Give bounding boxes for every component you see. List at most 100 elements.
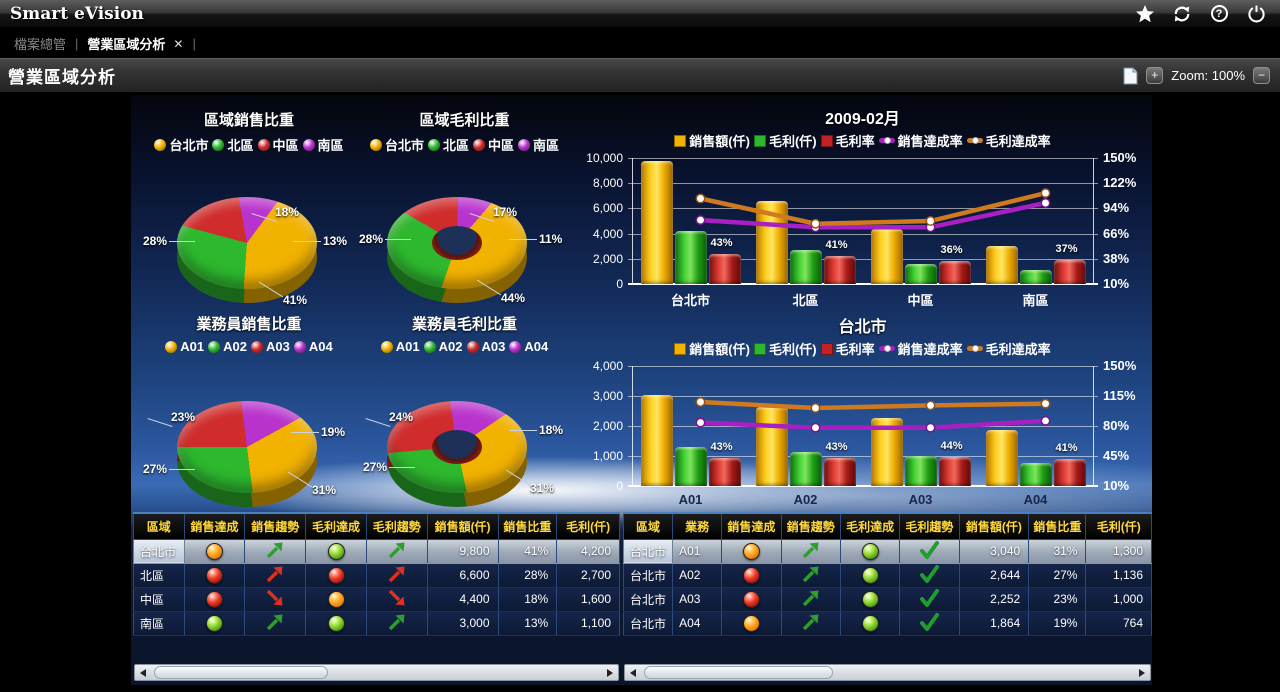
tab-file-manager[interactable]: 檔案總管 (14, 37, 67, 52)
bar-yellow[interactable] (755, 407, 788, 486)
bar-green[interactable] (1019, 463, 1052, 486)
table-row[interactable]: 台北市 A01 3,040 31% 1,300 (622, 538, 1152, 564)
bar-red[interactable] (938, 457, 971, 486)
bar-green[interactable] (674, 231, 707, 284)
table-row[interactable]: 南區 3,000 13% 1,100 (133, 611, 620, 636)
line-point[interactable] (695, 417, 706, 428)
line-point[interactable] (1040, 198, 1051, 208)
table-row[interactable]: 台北市 A03 2,252 23% 1,000 (622, 587, 1152, 612)
scroll-right-button[interactable] (602, 665, 618, 680)
bar-value-label: 43% (825, 440, 848, 453)
bar-yellow[interactable] (640, 395, 673, 486)
scrollbar-thumb[interactable] (644, 666, 833, 679)
horizontal-scrollbar[interactable] (624, 664, 1151, 681)
bar-value-label: 44% (940, 439, 963, 452)
bar-red[interactable] (708, 458, 741, 486)
bar-green[interactable] (1019, 270, 1052, 284)
column-header[interactable]: 區域 (622, 512, 674, 540)
refresh-icon[interactable] (1172, 4, 1192, 24)
right-axis-tick-label: 10% (1103, 276, 1130, 291)
favorite-star-icon[interactable] (1135, 4, 1155, 24)
check-green-icon (920, 588, 940, 607)
line-point[interactable] (1040, 415, 1051, 426)
horizontal-scrollbar[interactable] (134, 664, 619, 681)
bar-red[interactable] (1053, 459, 1086, 486)
column-header[interactable]: 銷售達成 (721, 512, 782, 540)
column-header[interactable]: 銷售額(仟) (426, 512, 499, 540)
bar-green[interactable] (904, 264, 937, 284)
plot-area: 10,000 150% 8,000 122% 6,000 94% 4,000 66% 2,000… (586, 150, 1136, 291)
column-header[interactable]: 銷售額(仟) (958, 512, 1030, 540)
line-point[interactable] (810, 218, 821, 229)
column-header[interactable]: 銷售趨勢 (780, 512, 841, 540)
status-ball-orange-icon (742, 614, 760, 632)
bar-green[interactable] (674, 447, 707, 486)
table-cell (839, 587, 901, 612)
bar-red[interactable] (823, 458, 856, 486)
bar-yellow[interactable] (985, 246, 1018, 284)
close-tab-icon[interactable]: ✕ (173, 36, 184, 51)
zoom-out-button[interactable]: − (1253, 67, 1270, 84)
legend-label: 台北市 (169, 138, 209, 153)
pie-disc[interactable] (177, 401, 317, 493)
scroll-left-button[interactable] (625, 665, 641, 680)
bar-green[interactable] (789, 452, 822, 486)
column-header[interactable]: 毛利(仟) (1085, 512, 1152, 540)
line-point[interactable] (925, 400, 936, 411)
help-icon[interactable]: ? (1209, 4, 1229, 24)
column-header[interactable]: 毛利趨勢 (899, 512, 960, 540)
table-row[interactable]: 台北市 A02 2,644 27% 1,136 (622, 563, 1152, 588)
bar-green[interactable] (789, 250, 822, 284)
table-header-row: 區域 銷售達成 銷售趨勢 毛利達成 毛利趨勢 銷售額(仟) 銷售比重 毛利(仟) (133, 512, 620, 540)
bar-red[interactable] (938, 261, 971, 284)
line-point[interactable] (695, 397, 706, 407)
line-point[interactable] (810, 422, 821, 433)
column-header[interactable]: 區域 (133, 512, 185, 540)
line-point[interactable] (925, 216, 936, 226)
legend-label: 毛利率 (835, 342, 875, 357)
column-header[interactable]: 銷售趨勢 (244, 512, 307, 540)
column-header[interactable]: 銷售比重 (1028, 512, 1087, 540)
document-icon[interactable] (1123, 67, 1138, 85)
line-point[interactable] (810, 403, 821, 413)
donut-hole (432, 226, 482, 260)
legend-label: 毛利達成率 (985, 134, 1051, 149)
right-axis-tick-label: 122% (1103, 175, 1137, 190)
power-icon[interactable] (1246, 4, 1266, 24)
line-point[interactable] (1040, 188, 1051, 199)
column-header[interactable]: 銷售達成 (183, 512, 246, 540)
column-header[interactable]: 毛利達成 (839, 512, 901, 540)
scroll-right-button[interactable] (1134, 665, 1150, 680)
region-summary-table: 區域 銷售達成 銷售趨勢 毛利達成 毛利趨勢 銷售額(仟) 銷售比重 毛利(仟) 台北市 9,80… (133, 512, 620, 636)
column-header[interactable]: 銷售比重 (497, 512, 558, 540)
table-cell (244, 563, 307, 588)
line-point[interactable] (925, 422, 936, 433)
bar-yellow[interactable] (640, 161, 673, 284)
bar-green[interactable] (904, 456, 937, 486)
pie-disc[interactable] (177, 197, 317, 289)
scroll-left-button[interactable] (135, 665, 151, 680)
line-point[interactable] (695, 193, 706, 204)
column-header[interactable]: 毛利(仟) (556, 512, 620, 540)
table-row[interactable]: 中區 4,400 18% 1,600 (133, 587, 620, 612)
bar-red[interactable] (1053, 260, 1086, 284)
bar-yellow[interactable] (870, 229, 903, 284)
tab-sales-region-analysis[interactable]: 營業區域分析 (87, 37, 166, 52)
bar-yellow[interactable] (985, 430, 1018, 486)
pie-slice-label: 17% (493, 205, 518, 219)
legend-item: 南區 (518, 135, 559, 154)
bar-red[interactable] (708, 254, 741, 284)
column-header[interactable]: 業務 (672, 512, 723, 540)
scrollbar-thumb[interactable] (154, 666, 328, 679)
table-row[interactable]: 北區 6,600 28% 2,700 (133, 563, 620, 588)
column-header[interactable]: 毛利達成 (305, 512, 367, 540)
table-row[interactable]: 台北市 9,800 41% 4,200 (133, 538, 620, 564)
table-row[interactable]: 台北市 A04 1,864 19% 764 (622, 611, 1152, 636)
zoom-in-button[interactable]: + (1146, 67, 1164, 84)
line-point[interactable] (1040, 398, 1051, 409)
line-point[interactable] (695, 215, 706, 226)
status-ball-red-icon (327, 566, 345, 584)
column-header[interactable]: 毛利趨勢 (365, 512, 428, 540)
bar-red[interactable] (823, 256, 856, 284)
table-cell: 31% (1028, 539, 1087, 564)
